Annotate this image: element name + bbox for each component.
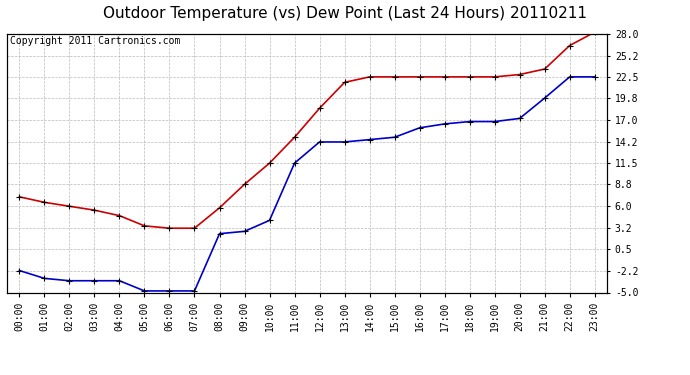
Text: Outdoor Temperature (vs) Dew Point (Last 24 Hours) 20110211: Outdoor Temperature (vs) Dew Point (Last… [103,6,587,21]
Text: Copyright 2011 Cartronics.com: Copyright 2011 Cartronics.com [10,36,180,46]
